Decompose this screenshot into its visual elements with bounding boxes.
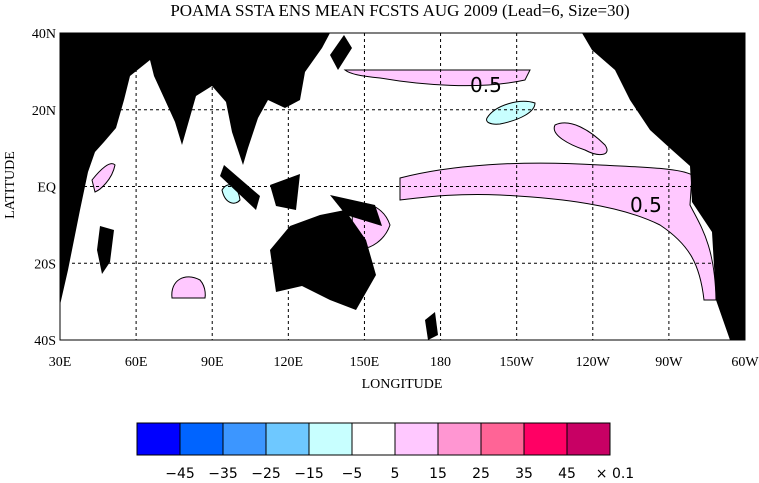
x-tick-label: 90W <box>655 355 683 370</box>
colorbar-swatch <box>394 422 439 456</box>
colorbar-label: −5 <box>342 466 363 482</box>
anomaly-region <box>171 276 206 299</box>
colorbar-label: 45 <box>558 466 576 482</box>
x-tick-label: 120E <box>274 355 304 370</box>
colorbar-label: 25 <box>472 466 490 482</box>
x-tick-label: 120W <box>576 355 611 370</box>
land-africa-asia <box>60 33 330 305</box>
x-axis-label: LONGITUDE <box>362 377 443 392</box>
contour-label: 0.5 <box>470 73 502 97</box>
land-cuba <box>703 120 725 130</box>
land-new-zealand <box>425 312 438 340</box>
y-tick-label: 40S <box>34 334 56 349</box>
map-frame <box>59 32 746 341</box>
y-tick-label: 20S <box>34 257 56 272</box>
land-australia <box>270 210 376 310</box>
x-tick-label: 60E <box>125 355 148 370</box>
colorbar-unit: × 0.1 <box>596 466 634 482</box>
colorbar-label: 35 <box>515 466 533 482</box>
colorbar: −45 −35 −25 −15 −5 5 15 25 35 45 × 0.1 <box>136 422 634 482</box>
land-madagascar <box>97 226 114 274</box>
land-sumatra <box>220 165 260 210</box>
colorbar-swatch <box>308 422 353 456</box>
x-tick-label: 90E <box>201 355 224 370</box>
land-borneo <box>270 174 300 210</box>
x-tick-label: 60W <box>731 355 759 370</box>
land-new-guinea <box>330 195 382 226</box>
colorbar-label: −15 <box>294 466 324 482</box>
colorbar-swatch <box>480 422 525 456</box>
graticule <box>60 33 745 340</box>
map-title: POAMA SSTA ENS MEAN FCSTS AUG 2009 (Lead… <box>170 1 629 20</box>
anomaly-region <box>91 163 116 193</box>
contour-label: 0.5 <box>630 193 662 217</box>
colorbar-label: −45 <box>165 466 195 482</box>
y-tick-label: 20N <box>32 104 56 119</box>
colorbar-swatch <box>136 422 181 456</box>
colorbar-label: 15 <box>429 466 447 482</box>
colorbar-label: 5 <box>391 466 400 482</box>
y-tick-label: 40N <box>32 27 56 42</box>
x-tick-label: 150E <box>350 355 380 370</box>
anomaly-region <box>343 69 531 87</box>
anomaly-region <box>486 100 536 125</box>
colorbar-swatch <box>179 422 224 456</box>
y-axis-label: LATITUDE <box>3 151 18 219</box>
colorbar-swatch <box>437 422 482 456</box>
colorbar-swatch <box>566 422 611 456</box>
colorbar-label: −25 <box>251 466 281 482</box>
y-tick-label: EQ <box>37 181 56 196</box>
x-tick-label: 150W <box>500 355 535 370</box>
colorbar-swatch <box>523 422 568 456</box>
colorbar-swatch <box>222 422 267 456</box>
colorbar-label: −35 <box>208 466 238 482</box>
land-japan <box>330 35 352 70</box>
colorbar-swatch <box>351 422 396 456</box>
anomaly-region <box>553 122 608 156</box>
x-tick-label: 180 <box>430 355 451 370</box>
x-tick-label: 30E <box>49 355 72 370</box>
colorbar-swatch <box>265 422 310 456</box>
